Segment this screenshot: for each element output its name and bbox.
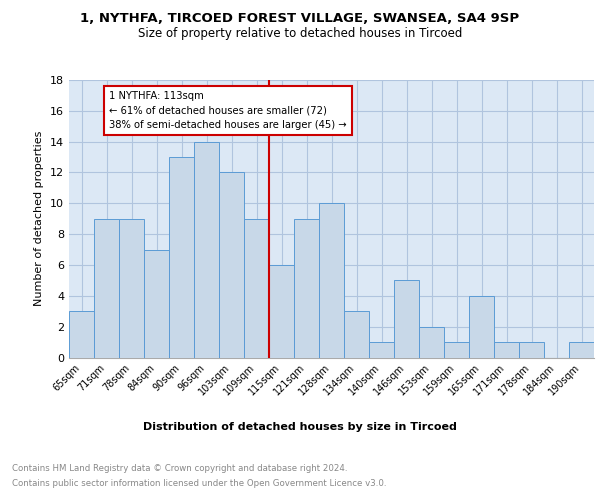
Bar xyxy=(69,311,94,358)
Bar xyxy=(394,280,419,357)
Bar xyxy=(319,204,344,358)
Bar xyxy=(169,157,194,358)
Bar xyxy=(519,342,544,357)
Text: Distribution of detached houses by size in Tircoed: Distribution of detached houses by size … xyxy=(143,422,457,432)
Text: Size of property relative to detached houses in Tircoed: Size of property relative to detached ho… xyxy=(138,28,462,40)
Bar xyxy=(119,219,144,358)
Y-axis label: Number of detached properties: Number of detached properties xyxy=(34,131,44,306)
Bar xyxy=(269,265,294,358)
Bar xyxy=(469,296,494,358)
Bar xyxy=(94,219,119,358)
Text: Contains HM Land Registry data © Crown copyright and database right 2024.: Contains HM Land Registry data © Crown c… xyxy=(12,464,347,473)
Bar xyxy=(344,311,369,358)
Text: 1 NYTHFA: 113sqm
← 61% of detached houses are smaller (72)
38% of semi-detached : 1 NYTHFA: 113sqm ← 61% of detached house… xyxy=(109,91,347,130)
Bar xyxy=(294,219,319,358)
Bar xyxy=(244,219,269,358)
Text: Contains public sector information licensed under the Open Government Licence v3: Contains public sector information licen… xyxy=(12,479,386,488)
Bar xyxy=(494,342,519,357)
Bar xyxy=(444,342,469,357)
Bar xyxy=(194,142,219,358)
Bar xyxy=(144,250,169,358)
Bar xyxy=(219,172,244,358)
Bar xyxy=(419,326,444,358)
Bar xyxy=(569,342,594,357)
Text: 1, NYTHFA, TIRCOED FOREST VILLAGE, SWANSEA, SA4 9SP: 1, NYTHFA, TIRCOED FOREST VILLAGE, SWANS… xyxy=(80,12,520,26)
Bar xyxy=(369,342,394,357)
